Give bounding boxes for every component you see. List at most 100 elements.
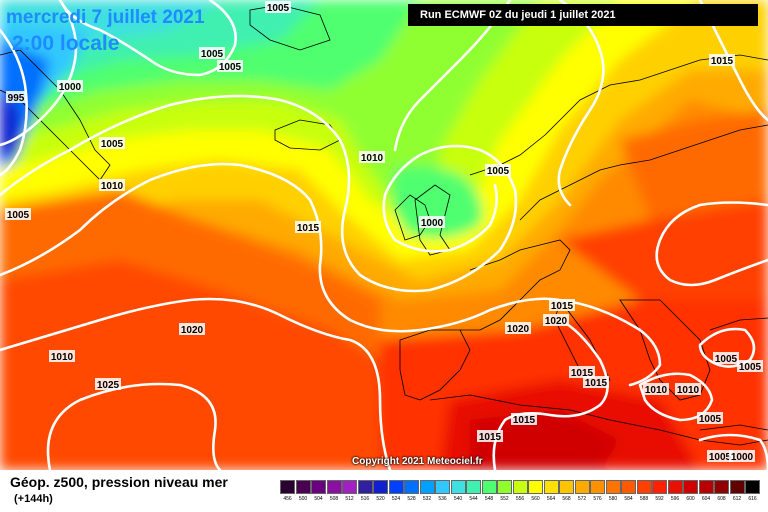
scale-swatch xyxy=(745,480,760,494)
parameter-label: Géop. z500, pression niveau mer xyxy=(10,474,228,490)
isobar-label: 1005 xyxy=(709,452,732,463)
isobar-label-bg xyxy=(569,366,595,378)
scale-label: 560 xyxy=(531,496,540,502)
isobar-label: 1005 xyxy=(219,62,242,73)
isobar-label: 1010 xyxy=(677,385,700,396)
scale-swatch xyxy=(497,480,512,494)
isobar-label-bg xyxy=(713,352,739,364)
scale-swatch xyxy=(481,480,497,494)
scale-swatch xyxy=(311,480,326,494)
isobar-label-bg xyxy=(265,1,291,13)
isobar-label-bg xyxy=(217,60,243,72)
scale-label: 516 xyxy=(360,496,370,502)
lead-time-label: (+144h) xyxy=(14,493,53,505)
scale-label: 604 xyxy=(701,496,711,502)
isobar-label: 1015 xyxy=(297,223,320,234)
isobar-label: 1015 xyxy=(711,56,734,67)
scale-label: 528 xyxy=(407,496,416,502)
isobar-label: 1005 xyxy=(267,3,290,14)
scale-label: 508 xyxy=(329,496,339,502)
isobar-label-bg xyxy=(505,322,531,334)
scale-label: 608 xyxy=(717,496,726,502)
scale-label: 532 xyxy=(422,496,432,502)
scale-swatch xyxy=(652,480,667,494)
isobar-label: 1005 xyxy=(699,414,722,425)
scale-label: 536 xyxy=(438,496,447,502)
isobar-label-bg xyxy=(5,208,31,220)
scale-swatch xyxy=(404,480,419,494)
scale-swatch xyxy=(295,480,311,494)
isobar-label-bg xyxy=(95,378,121,390)
isobar-label: 1010 xyxy=(645,385,668,396)
scale-label: 576 xyxy=(593,496,602,502)
scale-swatch xyxy=(326,480,342,494)
scale-swatch xyxy=(528,480,543,494)
isobar-label-bg xyxy=(199,47,225,59)
scale-swatch xyxy=(342,480,357,494)
z500-color-field xyxy=(0,0,768,470)
scale-swatch xyxy=(729,480,745,494)
scale-label: 588 xyxy=(639,496,649,502)
isobar-label-bg xyxy=(359,151,385,163)
scale-swatch xyxy=(435,480,450,494)
scale-label: 592 xyxy=(655,496,664,502)
scale-swatch xyxy=(698,480,714,494)
scale-swatch xyxy=(590,480,605,494)
isobar-label: 1015 xyxy=(585,378,608,389)
scale-label: 564 xyxy=(546,496,556,502)
scale-label: 512 xyxy=(345,496,354,502)
isobar-label: 1010 xyxy=(51,352,74,363)
isobar-label: 1005 xyxy=(101,139,124,150)
isobar-label-bg xyxy=(477,430,503,442)
scale-label: 556 xyxy=(515,496,525,502)
scale-swatch xyxy=(373,480,388,494)
scale-swatch xyxy=(559,480,574,494)
isobar-label: 1000 xyxy=(731,452,754,463)
isobar-label: 1015 xyxy=(551,301,574,312)
isobar-label-bg xyxy=(6,91,26,103)
isobar-label-bg xyxy=(511,413,537,425)
isobar-label-bg xyxy=(643,383,669,395)
scale-label: 572 xyxy=(577,496,587,502)
scale-label: 504 xyxy=(314,496,323,502)
isobar-label-bg xyxy=(583,376,609,388)
isobar-label-bg xyxy=(419,216,445,228)
scale-swatch xyxy=(357,480,373,494)
scale-label: 600 xyxy=(686,496,695,502)
scale-label: 552 xyxy=(500,496,509,502)
scale-label: 548 xyxy=(484,496,494,502)
scale-label: 612 xyxy=(732,496,742,502)
isobar-label-bg xyxy=(99,179,125,191)
isobar-label-bg xyxy=(707,450,733,462)
isobar-label-bg xyxy=(697,412,723,424)
isobar-label-bg xyxy=(543,314,569,326)
isobar-labels: 1005100510051000995100510101005101010151… xyxy=(5,1,763,463)
weather-map: 1005100510051000995100510101005101010151… xyxy=(0,0,768,470)
isobar-label-bg xyxy=(549,299,575,311)
isobar-label: 1005 xyxy=(487,166,510,177)
scale-swatch xyxy=(280,480,295,494)
isobar-label: 1005 xyxy=(201,49,224,60)
scale-label: 540 xyxy=(453,496,463,502)
scale-swatch xyxy=(388,480,404,494)
scale-swatch xyxy=(419,480,435,494)
scale-label: 568 xyxy=(562,496,571,502)
isobar-lines xyxy=(0,0,768,470)
isobar-label: 1015 xyxy=(571,368,594,379)
isobar-label: 1005 xyxy=(7,210,30,221)
scale-label: 544 xyxy=(469,496,478,502)
isobar-label: 1005 xyxy=(715,354,738,365)
isobar-label: 1010 xyxy=(361,153,384,164)
scale-swatch xyxy=(574,480,590,494)
isobar-label: 1015 xyxy=(479,432,502,443)
isobar-label-bg xyxy=(737,360,763,372)
scale-swatch xyxy=(683,480,698,494)
scale-swatch xyxy=(714,480,729,494)
isobar-label: 1015 xyxy=(513,415,536,426)
isobar-label-bg xyxy=(675,383,701,395)
scale-swatch xyxy=(621,480,636,494)
isobar-label: 1000 xyxy=(421,218,444,229)
copyright-text: Copyright 2021 Meteociel.fr xyxy=(352,456,483,467)
scale-label: 616 xyxy=(748,496,757,502)
isobar-label-bg xyxy=(57,80,83,92)
